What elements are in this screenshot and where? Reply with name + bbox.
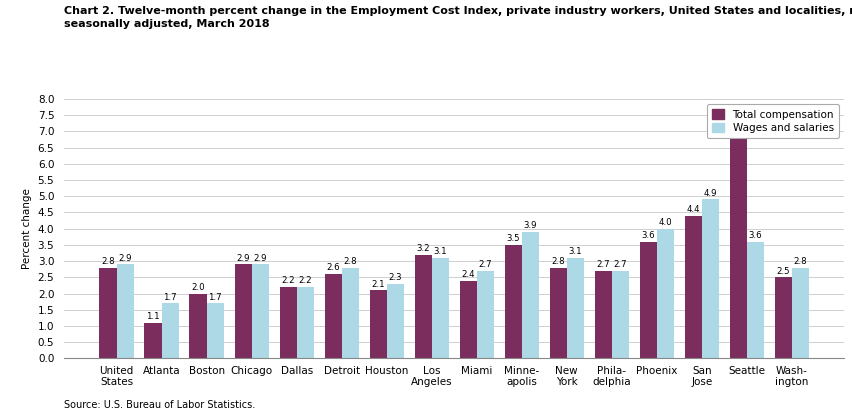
Text: 2.8: 2.8: [101, 257, 115, 266]
Bar: [369, 290, 386, 358]
Bar: [342, 268, 359, 358]
Bar: [144, 323, 161, 358]
Bar: [656, 229, 673, 358]
Text: 2.7: 2.7: [478, 260, 492, 269]
Text: 2.9: 2.9: [236, 254, 250, 263]
Text: 2.3: 2.3: [388, 273, 401, 282]
Text: 2.6: 2.6: [326, 263, 340, 272]
Bar: [100, 268, 117, 358]
Bar: [504, 245, 521, 358]
Bar: [431, 258, 448, 358]
Text: 4.4: 4.4: [686, 205, 699, 214]
Legend: Total compensation, Wages and salaries: Total compensation, Wages and salaries: [705, 104, 838, 138]
Bar: [521, 232, 538, 358]
Bar: [324, 274, 342, 358]
Text: 2.8: 2.8: [550, 257, 564, 266]
Text: 2.9: 2.9: [118, 254, 132, 263]
Bar: [774, 277, 791, 358]
Bar: [566, 258, 584, 358]
Bar: [206, 303, 223, 358]
Text: 7.2: 7.2: [731, 114, 745, 123]
Text: 3.9: 3.9: [523, 221, 537, 230]
Bar: [296, 287, 314, 358]
Bar: [459, 281, 476, 358]
Text: 2.2: 2.2: [281, 276, 295, 286]
Text: 1.1: 1.1: [146, 312, 159, 321]
Text: 3.1: 3.1: [567, 247, 581, 256]
Text: 2.2: 2.2: [298, 276, 312, 286]
Text: 4.0: 4.0: [658, 218, 671, 227]
Text: 3.2: 3.2: [416, 244, 429, 253]
Bar: [611, 271, 628, 358]
Bar: [791, 268, 808, 358]
Bar: [117, 265, 134, 358]
Bar: [594, 271, 611, 358]
Text: 3.6: 3.6: [748, 231, 762, 240]
Text: 2.8: 2.8: [343, 257, 357, 266]
Bar: [476, 271, 493, 358]
Text: 2.8: 2.8: [792, 257, 806, 266]
Bar: [684, 216, 701, 358]
Text: 2.5: 2.5: [775, 267, 789, 276]
Bar: [189, 293, 206, 358]
Text: 2.1: 2.1: [371, 280, 384, 289]
Bar: [746, 241, 763, 358]
Text: 3.6: 3.6: [641, 231, 654, 240]
Text: Chart 2. Twelve-month percent change in the Employment Cost Index, private indus: Chart 2. Twelve-month percent change in …: [64, 6, 852, 28]
Text: 2.4: 2.4: [461, 270, 475, 279]
Text: 2.7: 2.7: [613, 260, 626, 269]
Bar: [549, 268, 566, 358]
Bar: [251, 265, 268, 358]
Text: 1.7: 1.7: [208, 293, 222, 302]
Bar: [639, 241, 656, 358]
Bar: [729, 125, 746, 358]
Text: 3.1: 3.1: [433, 247, 446, 256]
Text: 2.0: 2.0: [191, 283, 204, 292]
Bar: [701, 199, 718, 358]
Text: 1.7: 1.7: [163, 293, 176, 302]
Text: 2.7: 2.7: [596, 260, 609, 269]
Bar: [279, 287, 296, 358]
Bar: [414, 255, 431, 358]
Text: 2.9: 2.9: [253, 254, 267, 263]
Text: 3.5: 3.5: [506, 234, 520, 243]
Bar: [234, 265, 251, 358]
Bar: [161, 303, 178, 358]
Y-axis label: Percent change: Percent change: [22, 188, 32, 269]
Text: 4.9: 4.9: [703, 189, 717, 198]
Bar: [386, 284, 403, 358]
Text: Source: U.S. Bureau of Labor Statistics.: Source: U.S. Bureau of Labor Statistics.: [64, 400, 255, 410]
